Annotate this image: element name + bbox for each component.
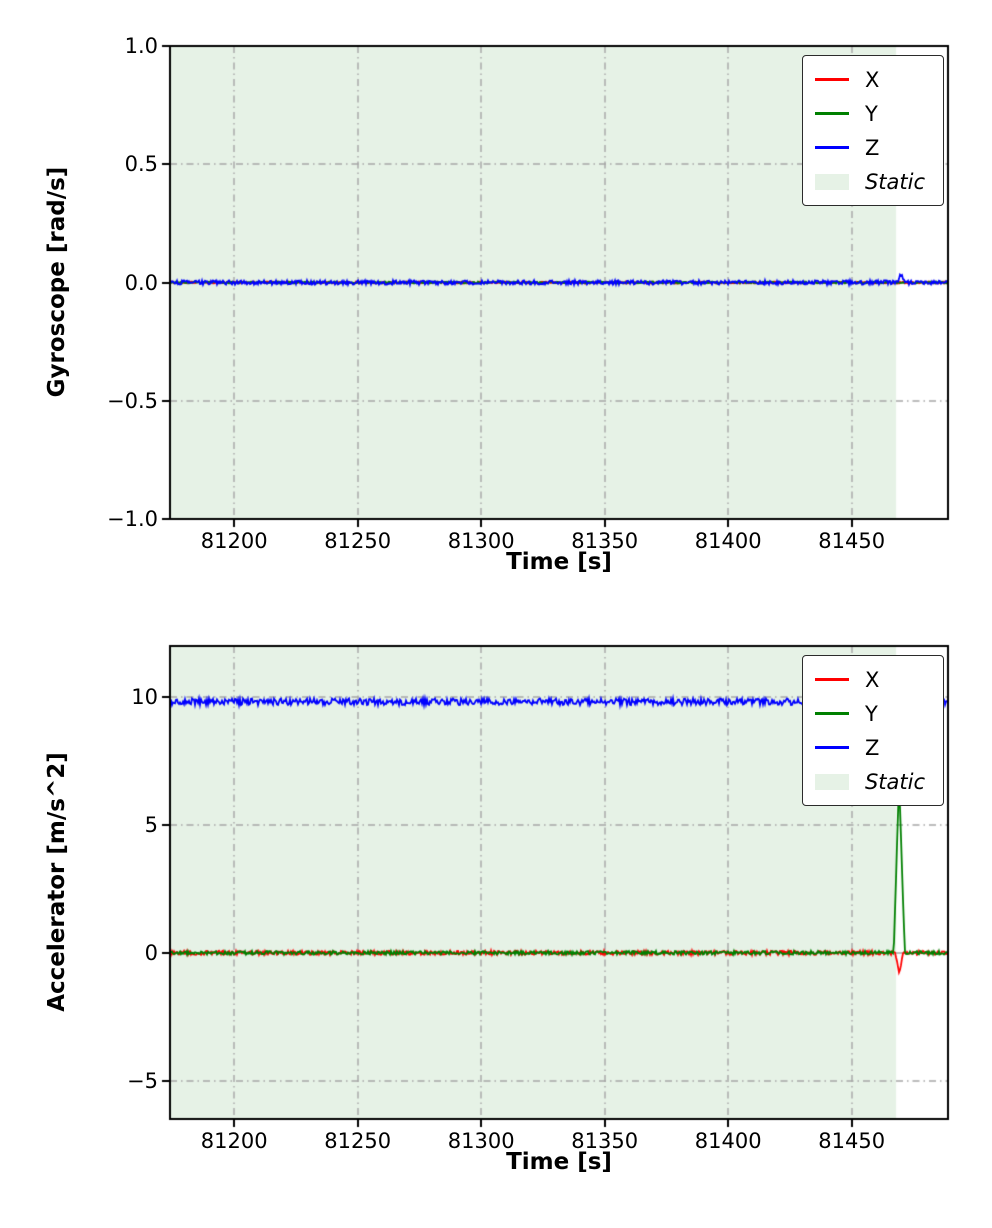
legend-line-swatch (814, 77, 849, 82)
legend-label: Static (864, 169, 925, 194)
legend-label: Z (864, 735, 880, 760)
accelerator-chart: 81200 81250 81300 81350 81400 81450 −5 0 5 10 Acc… (0, 600, 992, 1228)
accelerator-y-axis-label: Accelerator [m/s^2] (44, 752, 70, 1012)
legend-entry-static: Static (814, 167, 925, 196)
legend-line-swatch (814, 145, 849, 150)
legend-patch-swatch (814, 173, 849, 190)
gyroscope-y-axis-label: Gyroscope [rad/s] (44, 166, 70, 398)
legend-line-swatch (814, 111, 849, 116)
legend-label: Static (864, 769, 925, 794)
legend-label: Y (864, 701, 878, 726)
accelerator-legend: X Y Z Static (801, 655, 944, 806)
legend-label: Z (864, 135, 880, 160)
legend-label: X (864, 67, 880, 92)
legend-label: X (864, 667, 880, 692)
legend-entry-x: X (814, 65, 925, 94)
legend-entry-y: Y (814, 99, 925, 128)
legend-line-swatch (814, 711, 849, 716)
gyroscope-legend: X Y Z Static (801, 55, 944, 206)
legend-entry-y: Y (814, 699, 925, 728)
legend-entry-x: X (814, 665, 925, 694)
legend-label: Y (864, 101, 878, 126)
legend-line-swatch (814, 745, 849, 750)
legend-entry-z: Z (814, 133, 925, 162)
accelerator-x-axis-label: Time [s] (506, 1149, 612, 1175)
legend-entry-z: Z (814, 733, 925, 762)
gyroscope-chart: 81200 81250 81300 81350 81400 81450 −1.0 −0.5 0.… (0, 0, 992, 600)
gyroscope-x-axis-label: Time [s] (506, 549, 612, 575)
legend-entry-static: Static (814, 767, 925, 796)
legend-patch-swatch (814, 773, 849, 790)
legend-line-swatch (814, 677, 849, 682)
